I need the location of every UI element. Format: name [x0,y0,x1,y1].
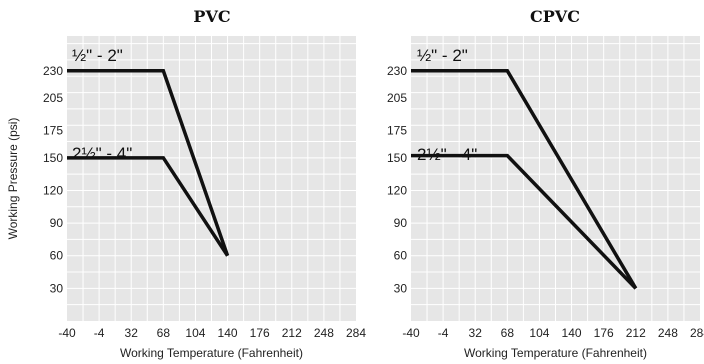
series-label: 2½" - 4" [72,144,132,163]
chart-panel-cpvc: CPVC -40 -4 32 68 104 140 176 212 248 284 30 60 90 120… [387,7,704,360]
x-tick-label: 212 [282,326,302,340]
chart-title: CPVC [530,7,580,26]
y-tick-label: 60 [50,249,64,263]
x-tick-label: 284 [690,326,704,340]
x-tick-label: 104 [529,326,549,340]
x-axis-label: Working Temperature (Fahrenheit) [464,346,647,360]
y-tick-label: 230 [387,64,407,78]
x-tick-label: -4 [438,326,449,340]
y-tick-label: 30 [394,281,408,295]
y-axis-label: Working Pressure (psi) [6,118,20,240]
series-label: ½" - 2" [417,46,468,65]
y-tick-label: 120 [43,183,63,197]
y-tick-label: 120 [387,183,407,197]
x-tick-label: 248 [658,326,678,340]
x-tick-label: -4 [94,326,105,340]
y-tick-label: 90 [50,216,64,230]
series-label: ½" - 2" [72,46,123,65]
y-tick-label: 230 [43,64,63,78]
series-line [67,156,230,257]
x-tick-label: 140 [562,326,582,340]
x-tick-label: 32 [125,326,139,340]
x-tick-label: 248 [314,326,334,340]
x-tick-label: 176 [250,326,270,340]
y-tick-label: 150 [43,151,63,165]
chart-panel-pvc: PVC -40 -4 32 68 104 140 176 212 248 284 30 60 90 120 1… [6,7,366,360]
x-tick-label: -40 [402,326,420,340]
y-tick-label: 90 [394,216,408,230]
y-tick-label: 205 [43,91,63,105]
x-tick-label: 176 [594,326,614,340]
x-axis-label: Working Temperature (Fahrenheit) [120,346,303,360]
y-tick-label: 30 [50,281,64,295]
x-tick-label: -40 [58,326,76,340]
y-tick-label: 150 [387,151,407,165]
series-label: 2½" - 4" [417,145,477,164]
x-tick-label: 32 [469,326,483,340]
chart-title: PVC [193,7,230,26]
x-tick-label: 68 [501,326,515,340]
x-tick-label: 140 [218,326,238,340]
series-line [67,69,230,257]
y-tick-label: 205 [387,91,407,105]
y-tick-label: 60 [394,249,408,263]
x-tick-label: 104 [185,326,205,340]
x-tick-label: 68 [157,326,171,340]
y-tick-label: 175 [387,124,407,138]
y-tick-label: 175 [43,124,63,138]
x-tick-label: 212 [626,326,646,340]
series-line [411,153,638,290]
series-line [411,69,638,290]
x-tick-label: 284 [346,326,366,340]
